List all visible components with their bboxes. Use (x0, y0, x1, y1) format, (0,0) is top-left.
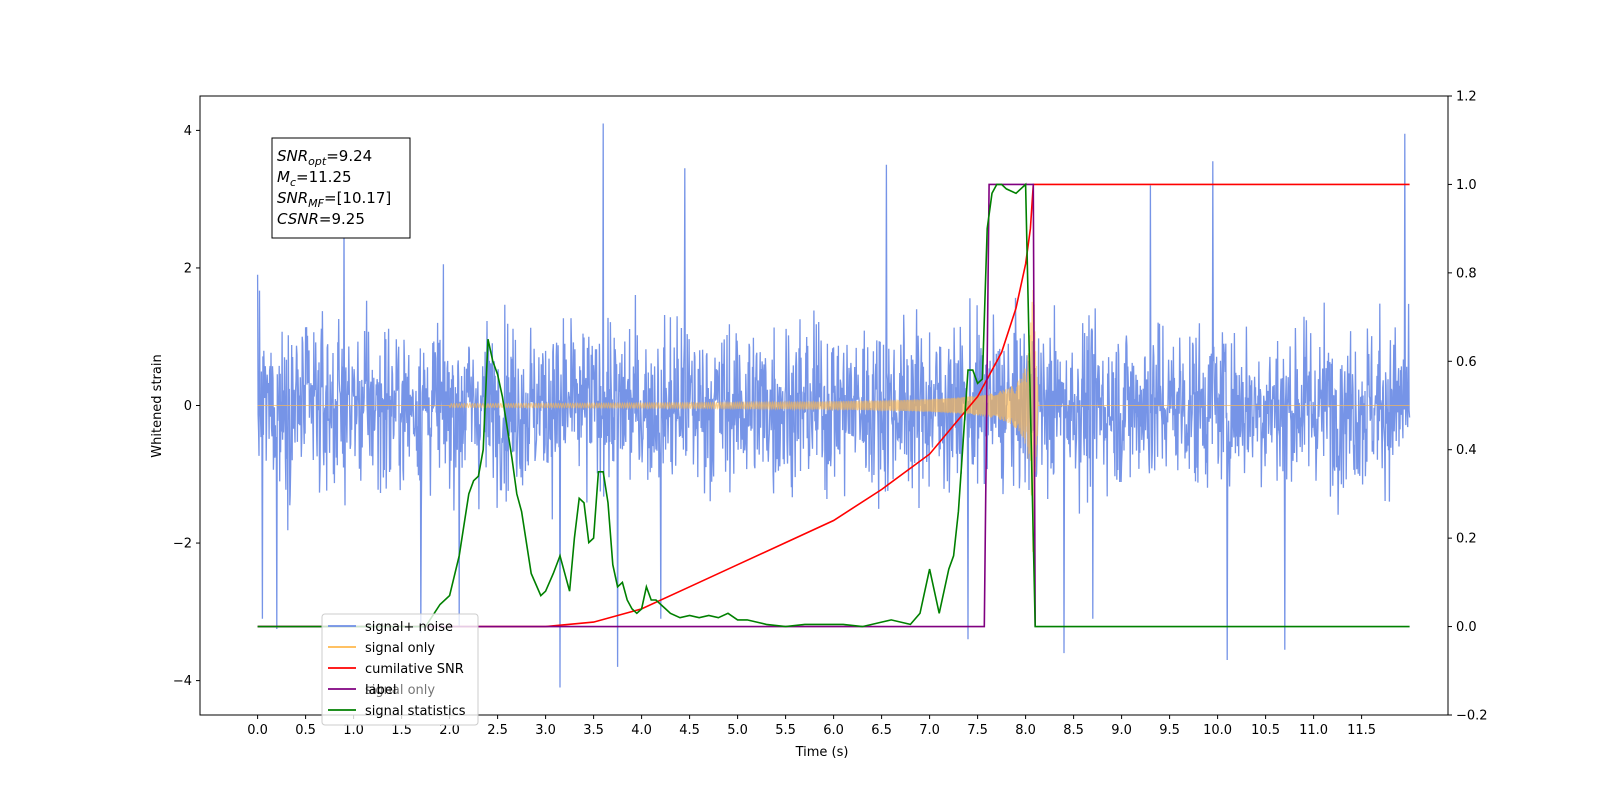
y-tick-label: −4 (173, 674, 192, 689)
x-tick-label: 4.5 (679, 723, 700, 738)
x-tick-label: 7.0 (919, 723, 940, 738)
y2-tick-label: 1.2 (1456, 90, 1477, 105)
x-tick-label: 10.5 (1251, 723, 1280, 738)
info-line: SNRMF=[10.17] (277, 189, 391, 210)
x-tick-label: 2.0 (439, 723, 460, 738)
x-tick-label: 3.0 (535, 723, 556, 738)
legend-label: cumilative SNR (365, 662, 464, 677)
legend-label: label (365, 683, 396, 698)
series-line-signal-only (257, 268, 1410, 552)
x-tick-label: 11.5 (1347, 723, 1376, 738)
x-tick-label: 10.0 (1203, 723, 1232, 738)
y-tick-label: 4 (184, 124, 192, 139)
series-layer (256, 123, 1411, 688)
x-tick-label: 4.0 (631, 723, 652, 738)
legend-label: signal only (365, 641, 435, 656)
y2-tick-label: 0.6 (1456, 355, 1477, 370)
y-tick-label: 0 (184, 399, 192, 414)
x-tick-label: 5.5 (775, 723, 796, 738)
x-tick-label: 2.5 (487, 723, 508, 738)
y2-tick-label: 0.2 (1456, 532, 1477, 547)
y-tick-label: −2 (173, 537, 192, 552)
x-tick-label: 5.0 (727, 723, 748, 738)
legend-overlap-text: signal only (365, 683, 435, 698)
x-tick-label: 1.5 (391, 723, 412, 738)
x-tick-label: 8.0 (1015, 723, 1036, 738)
x-axis-label: Time (s) (795, 745, 849, 760)
legend-label: signal+ noise (365, 620, 453, 635)
x-tick-label: 3.5 (583, 723, 604, 738)
series-line-signal-statistics (257, 182, 1410, 628)
info-box-frame (271, 137, 411, 239)
y2-tick-label: 0.8 (1456, 266, 1477, 281)
x-tick-label: 6.0 (823, 723, 844, 738)
legend-frame (321, 613, 479, 726)
series-line-label (257, 183, 1036, 628)
x-tick-label: 7.5 (967, 723, 988, 738)
x-tick-label: 8.5 (1063, 723, 1084, 738)
x-tick-label: 0.5 (295, 723, 316, 738)
x-tick-label: 9.0 (1111, 723, 1132, 738)
legend: signal+ noise signal only cumilative SNR la… (321, 613, 479, 726)
x-axis-ticks: 0.0 0.5 1.0 1.5 2.0 2.5 3.0 3.5 4.0 4.5 5.0 5.5 6.0 6… (247, 715, 1376, 738)
x-tick-label: 0.0 (247, 723, 268, 738)
x-tick-label: 9.5 (1159, 723, 1180, 738)
x-tick-label: 6.5 (871, 723, 892, 738)
y-tick-label: 2 (184, 261, 192, 276)
y-axis-ticks: −4 −2 0 2 4 (173, 124, 200, 689)
info-line: SNRopt=9.24 (277, 147, 372, 168)
x-tick-label: 1.0 (343, 723, 364, 738)
y2-tick-label: 1.0 (1456, 178, 1477, 193)
x-tick-label: 11.0 (1299, 723, 1328, 738)
y2-tick-label: −0.2 (1456, 709, 1488, 724)
y-axis-label: Whitened strain (150, 354, 165, 457)
series-line-signal-noise (256, 123, 1411, 688)
y2-axis-ticks: −0.2 0.0 0.2 0.4 0.6 0.8 1.0 1.2 (1448, 90, 1488, 724)
info-line: Mc=11.25 (277, 168, 352, 189)
y2-tick-label: 0.4 (1456, 443, 1477, 458)
y2-tick-label: 0.0 (1456, 620, 1477, 635)
info-box: SNRopt=9.24Mc=11.25SNRMF=[10.17]CSNR=9.2… (271, 137, 411, 239)
legend-label: signal statistics (365, 704, 466, 719)
info-line: CSNR=9.25 (277, 210, 365, 228)
